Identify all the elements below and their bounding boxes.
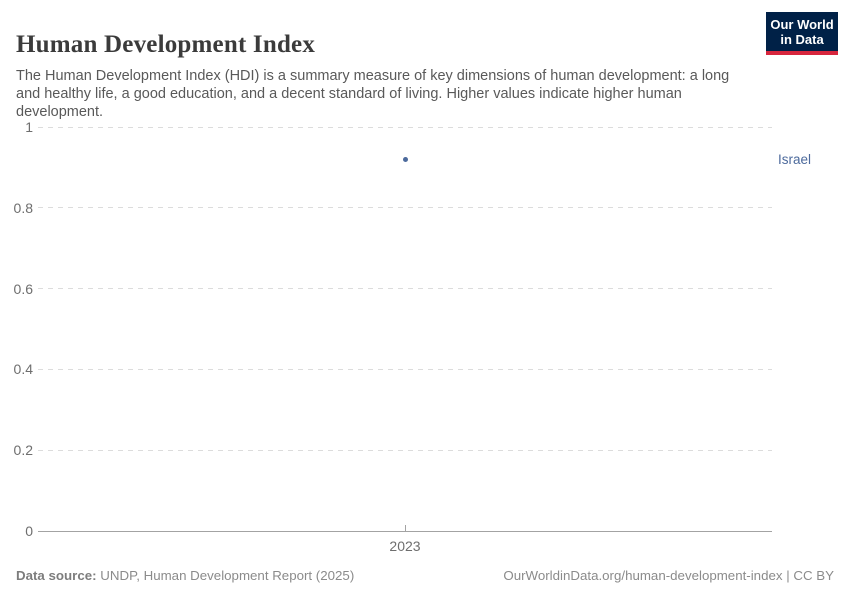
y-axis-tick-label: 0	[25, 523, 33, 539]
data-source-note: Data source: UNDP, Human Development Rep…	[16, 568, 354, 583]
chart-title: Human Development Index	[16, 30, 316, 58]
y-axis-tick-label: 0.2	[13, 442, 33, 459]
owid-logo-line1: Our World	[770, 17, 834, 32]
y-axis-tick-label: 0.6	[13, 280, 33, 297]
gridline	[38, 207, 772, 209]
gridline	[38, 288, 772, 290]
x-axis-tick-label: 2023	[389, 538, 421, 554]
chart-subtitle: The Human Development Index (HDI) is a s…	[16, 67, 730, 120]
y-axis-tick-label: 0.8	[13, 199, 33, 216]
x-axis-line	[38, 530, 772, 532]
gridline	[38, 449, 772, 451]
gridline	[38, 368, 772, 370]
data-source-label: Data source:	[16, 568, 97, 583]
data-point-israel[interactable]	[402, 157, 408, 163]
chart-footer: Data source: UNDP, Human Development Rep…	[16, 568, 834, 583]
entity-label-israel[interactable]: Israel	[778, 151, 812, 167]
owid-logo-line2: in Data	[780, 32, 824, 47]
gridline	[38, 126, 772, 128]
citation-link[interactable]: OurWorldinData.org/human-development-ind…	[503, 568, 834, 583]
y-axis-tick-label: 0.4	[13, 361, 33, 378]
y-axis-tick-label: 1	[25, 119, 33, 135]
data-source-text: UNDP, Human Development Report (2025)	[96, 568, 355, 583]
owid-logo[interactable]: Our World in Data	[766, 12, 838, 55]
x-axis-tick-mark	[404, 525, 406, 531]
